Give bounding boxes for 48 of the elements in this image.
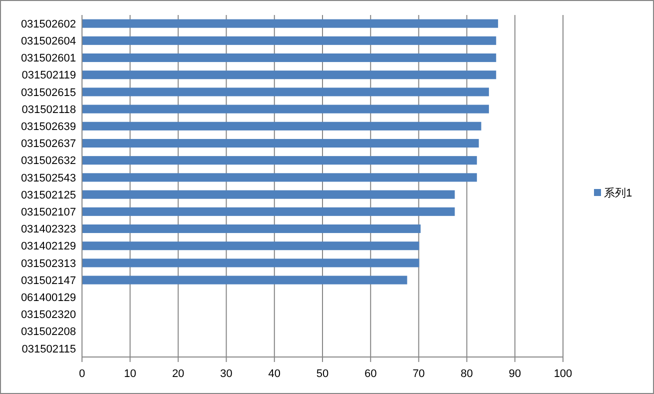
y-tick-label: 031502543: [20, 172, 76, 184]
x-tick-label: 30: [220, 368, 232, 380]
bar: [82, 156, 477, 165]
bar: [82, 122, 482, 130]
x-tick-label: 90: [508, 368, 522, 380]
y-tick-label: 061400129: [20, 292, 76, 304]
bar: [82, 276, 408, 284]
bar: [82, 207, 455, 216]
y-tick-label: 031402323: [20, 224, 76, 236]
bar: [82, 104, 489, 114]
x-tick-label: 10: [124, 368, 136, 380]
y-tick-label: 031502639: [20, 121, 76, 133]
y-tick-label: 031502119: [22, 70, 76, 82]
x-tick-label: 40: [268, 368, 281, 380]
y-tick-label: 031502601: [20, 52, 76, 65]
y-tick-label: 031502118: [22, 104, 76, 116]
x-tick-label: 80: [460, 368, 473, 380]
bar: [82, 138, 479, 148]
legend-label: 系列1: [604, 186, 632, 200]
bar: [82, 190, 455, 199]
y-tick-label: 031502115: [22, 343, 76, 356]
y-tick-label: 031502637: [20, 138, 76, 150]
y-tick-label: 031402129: [20, 240, 76, 253]
x-tick-label: 0: [78, 368, 86, 380]
bar: [82, 258, 420, 268]
x-tick-label: 70: [412, 368, 425, 380]
bar: [82, 173, 477, 182]
y-tick-label: 031502632: [20, 155, 76, 168]
bar: [82, 242, 420, 250]
y-tick-label: 031502208: [20, 326, 76, 338]
x-tick-label: 20: [172, 368, 184, 380]
y-tick-label: 031502604: [20, 36, 76, 48]
y-tick-label: 031502313: [20, 258, 76, 270]
y-tick-label: 031502107: [20, 206, 76, 218]
y-tick-label: 031502147: [20, 274, 76, 287]
bar: [82, 53, 496, 62]
y-tick-label: 031502602: [20, 18, 76, 30]
bar: [82, 88, 489, 96]
x-tick-label: 100: [554, 368, 572, 380]
bar: [82, 70, 496, 80]
x-tick-label: 60: [364, 368, 377, 380]
x-tick-label: 50: [316, 368, 329, 380]
y-tick-label: 031502320: [20, 309, 76, 322]
bar: [82, 36, 496, 45]
y-tick-label: 031502615: [20, 86, 76, 99]
bar: [82, 224, 421, 234]
bar: [82, 19, 498, 28]
y-tick-label: 031502125: [20, 189, 76, 202]
